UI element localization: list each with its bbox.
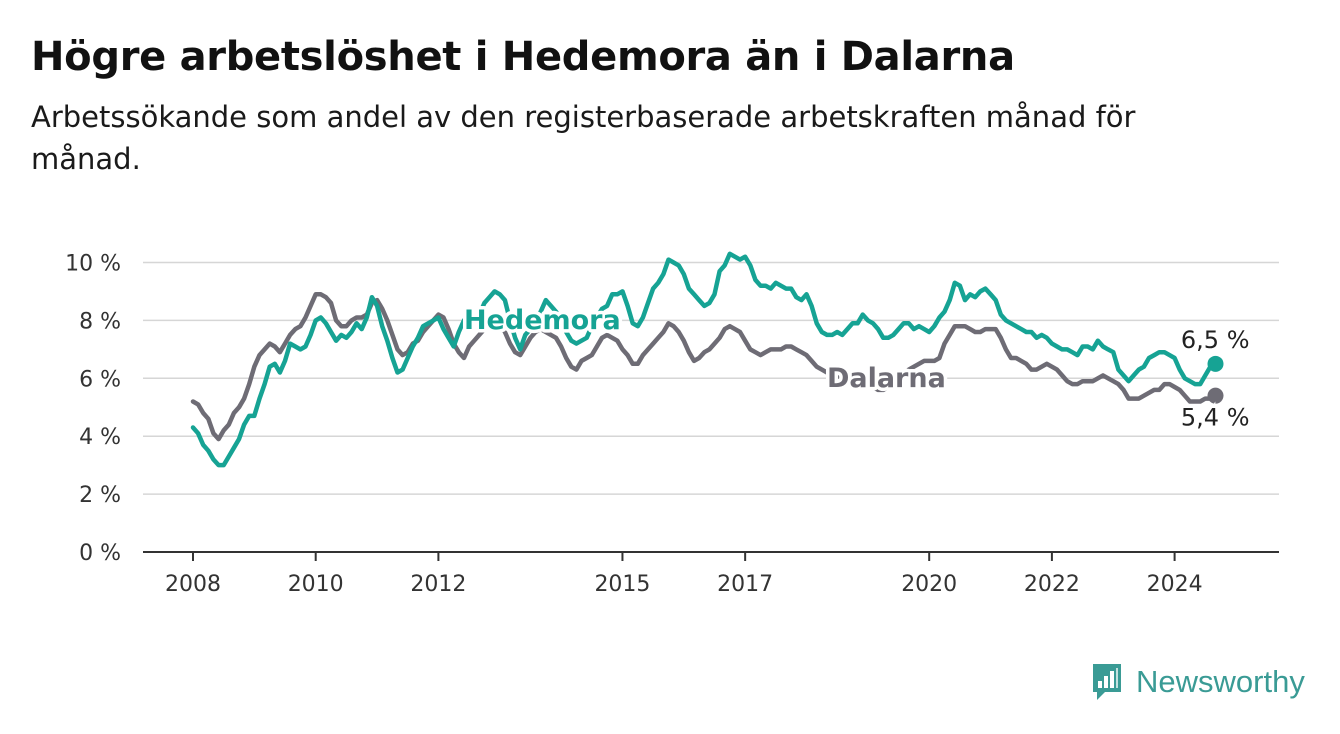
bar-chart-logo-icon <box>1093 664 1121 700</box>
x-tick-label: 2015 <box>594 572 650 597</box>
chart-title: Högre arbetslöshet i Hedemora än i Dalar… <box>31 34 1015 80</box>
y-tick-label: 6 % <box>79 367 121 392</box>
series-line-hedemora <box>190 251 1218 468</box>
series-label-dalarna: Dalarna <box>827 363 946 394</box>
x-tick-label: 2012 <box>410 572 466 597</box>
x-tick-label: 2010 <box>288 572 344 597</box>
x-tick-label: 2008 <box>165 572 221 597</box>
y-tick-label: 8 % <box>79 309 121 334</box>
chart-subtitle: Arbetssökande som andel av den registerb… <box>31 100 1136 176</box>
x-axis-ticks: 2008 2010 2012 2015 2017 2020 2022 2024 <box>165 552 1203 597</box>
y-tick-label: 0 % <box>79 541 121 566</box>
series-label-hedemora: Hedemora <box>464 305 621 336</box>
y-tick-label: 4 % <box>79 425 121 450</box>
x-tick-label: 2024 <box>1147 572 1203 597</box>
y-tick-label: 2 % <box>79 483 121 508</box>
end-label-dalarna: 5,4 % <box>1181 404 1250 432</box>
series-line-dalarna <box>190 292 1218 442</box>
end-point-hedemora <box>1207 355 1224 372</box>
end-label-hedemora: 6,5 % <box>1181 326 1250 354</box>
series-lines <box>190 251 1224 468</box>
end-point-dalarna <box>1207 387 1224 404</box>
x-tick-label: 2017 <box>717 572 773 597</box>
brand-name: Newsworthy <box>1136 664 1305 699</box>
grid-lines <box>143 261 1279 495</box>
series-labels: Hedemora Dalarna 6,5 % 5,4 % <box>460 302 1252 435</box>
y-tick-label: 10 % <box>65 252 121 277</box>
y-axis-ticks: 0 % 2 % 4 % 6 % 8 % 10 % <box>65 252 121 567</box>
x-tick-label: 2020 <box>901 572 957 597</box>
x-tick-label: 2022 <box>1024 572 1080 597</box>
newsworthy-brand: Newsworthy <box>1090 660 1305 704</box>
